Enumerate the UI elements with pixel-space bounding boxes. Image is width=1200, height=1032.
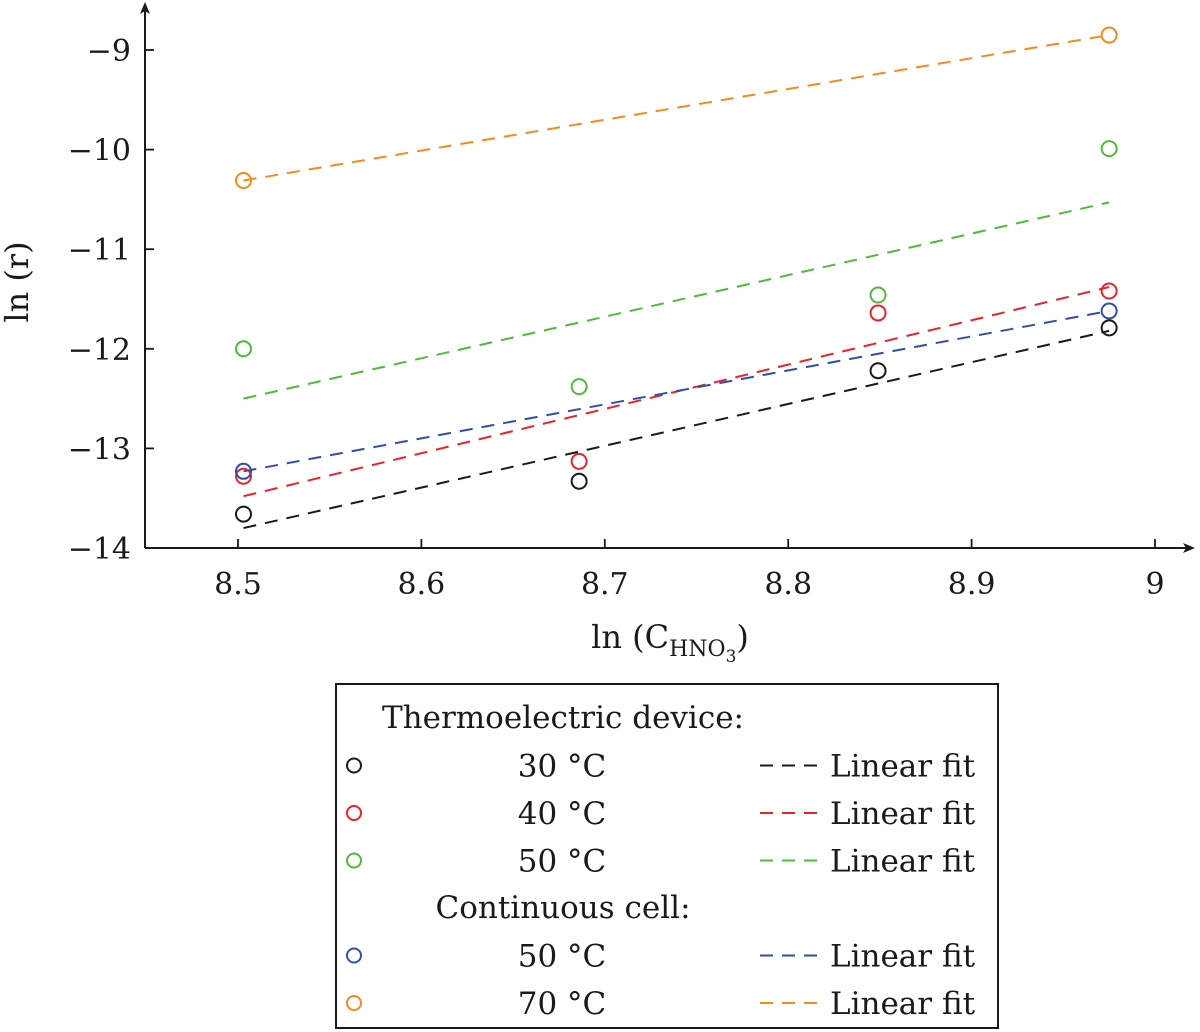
legend-group-title: Continuous cell: [435, 890, 690, 926]
data-point [235, 467, 253, 485]
legend-series-name: 70 °C [518, 986, 607, 1022]
y-axis-arrow [140, 2, 150, 14]
x-tick-label: 8.8 [764, 567, 812, 602]
legend-marker [346, 757, 362, 774]
data-point [235, 171, 253, 189]
data-points [235, 26, 1118, 523]
legend-marker [346, 947, 362, 964]
legend-fit-label: Linear fit [830, 986, 976, 1022]
legend-series-name: 30 °C [518, 749, 607, 785]
legend-series-name: 50 °C [518, 939, 607, 975]
fit-line [243, 34, 1110, 182]
data-point [1100, 282, 1118, 300]
x-tick-label: 8.5 [214, 567, 262, 602]
fit-line [243, 201, 1110, 400]
x-axis-label: ln (CHNO3) [591, 618, 749, 667]
legend: Thermoelectric device: 30 °C Linear fit 40 … [335, 683, 999, 1029]
x-tick-label: 8.9 [948, 567, 996, 602]
y-tick-label: −9 [87, 34, 131, 69]
data-point [235, 505, 253, 523]
legend-fit-label: Linear fit [830, 796, 976, 832]
data-point [570, 472, 588, 490]
data-point [1100, 140, 1118, 158]
legend-series-name: 50 °C [518, 844, 607, 880]
data-point [570, 378, 588, 396]
fit-line [243, 329, 1110, 530]
legend-marker [346, 995, 362, 1011]
data-point [1100, 26, 1118, 44]
legend-series-name: 40 °C [518, 796, 607, 832]
y-axis-label: ln (r) [0, 241, 36, 322]
legend-group-title: Thermoelectric device: [382, 700, 744, 736]
data-point [869, 362, 887, 380]
axes: 8.5 8.6 8.7 8.8 8.9 9 −14 −13 −12 −11 −10 −9 [68, 2, 1195, 602]
legend-box [335, 683, 999, 1029]
x-tick-label: 8.6 [398, 567, 446, 602]
data-point [869, 304, 887, 322]
legend-fit-label: Linear fit [830, 939, 976, 975]
legend-marker [346, 805, 362, 821]
data-point [1100, 319, 1118, 337]
legend-fit-label: Linear fit [830, 749, 976, 785]
x-axis-arrow [1183, 543, 1195, 553]
legend-fit-label: Linear fit [830, 844, 976, 880]
y-tick-label: −11 [68, 233, 131, 268]
y-tick-label: −14 [68, 532, 131, 567]
fit-lines [243, 34, 1110, 530]
y-tick-label: −13 [68, 432, 131, 467]
data-point [869, 286, 887, 304]
x-tick-label: 8.7 [581, 567, 629, 602]
data-point [570, 452, 588, 470]
x-tick-label: 9 [1145, 567, 1164, 602]
fit-line [243, 309, 1110, 473]
data-point [1100, 302, 1118, 320]
y-tick-label: −10 [68, 134, 131, 169]
data-point [235, 462, 253, 480]
legend-marker [346, 852, 362, 869]
data-point [235, 340, 253, 358]
y-tick-label: −12 [68, 333, 131, 368]
